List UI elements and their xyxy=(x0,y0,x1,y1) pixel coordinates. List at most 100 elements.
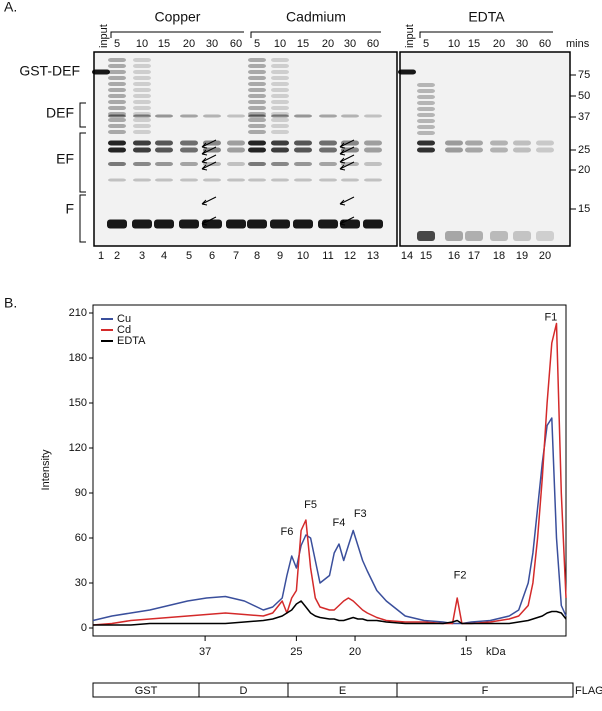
band xyxy=(417,131,435,135)
lane-number: 3 xyxy=(139,250,145,262)
band xyxy=(108,82,126,86)
row-label: DEF xyxy=(46,105,74,121)
band xyxy=(108,94,126,98)
peak-label: F3 xyxy=(354,508,367,520)
band xyxy=(133,76,151,80)
time-label: 60 xyxy=(539,38,551,50)
band xyxy=(227,114,245,118)
band xyxy=(445,231,463,241)
arrow xyxy=(339,139,355,149)
band xyxy=(133,118,151,122)
band xyxy=(248,106,266,110)
band xyxy=(133,147,151,153)
band xyxy=(271,88,289,92)
band xyxy=(108,70,126,74)
band xyxy=(248,76,266,80)
band xyxy=(417,107,435,111)
time-label: 60 xyxy=(367,38,379,50)
band xyxy=(417,140,435,146)
band xyxy=(248,114,266,118)
band xyxy=(319,140,337,146)
band xyxy=(271,94,289,98)
band xyxy=(108,88,126,92)
band xyxy=(248,88,266,92)
time-label: 15 xyxy=(468,38,480,50)
band xyxy=(108,178,126,182)
band xyxy=(155,147,173,153)
lane-number: 9 xyxy=(277,250,283,262)
band xyxy=(248,94,266,98)
band xyxy=(133,140,151,146)
band xyxy=(227,162,245,166)
band xyxy=(319,178,337,182)
group-name: EDTA xyxy=(468,9,505,25)
band xyxy=(364,114,382,118)
time-label: 15 xyxy=(297,38,309,50)
domain-segment xyxy=(396,682,574,698)
band xyxy=(294,178,312,182)
band xyxy=(247,219,267,229)
time-label: 20 xyxy=(322,38,334,50)
band xyxy=(108,76,126,80)
arrow xyxy=(339,196,355,206)
band xyxy=(271,140,289,146)
arrow xyxy=(201,146,217,156)
time-unit: mins xyxy=(566,38,590,50)
band xyxy=(108,64,126,68)
lane-number: 7 xyxy=(233,250,239,262)
band xyxy=(133,130,151,134)
row-label: F xyxy=(65,201,74,217)
y-tick-label: 210 xyxy=(69,307,87,319)
band xyxy=(180,114,198,118)
band xyxy=(319,114,337,118)
time-label: 10 xyxy=(448,38,460,50)
band xyxy=(271,178,289,182)
lane-number: 11 xyxy=(322,250,333,262)
band xyxy=(108,140,126,146)
time-label: 10 xyxy=(136,38,148,50)
band xyxy=(248,70,266,74)
gel-bands xyxy=(92,58,554,241)
group-bracket xyxy=(110,31,244,38)
band xyxy=(271,147,289,153)
y-tick-label: 90 xyxy=(75,487,87,499)
band xyxy=(92,69,110,75)
arrow xyxy=(339,216,355,226)
panel-label: A. xyxy=(4,0,17,15)
time-label: 5 xyxy=(114,38,120,50)
y-axis-label: Intensity xyxy=(40,449,52,490)
band xyxy=(133,178,151,182)
peak-label: F4 xyxy=(333,517,346,529)
band xyxy=(294,162,312,166)
arrow xyxy=(201,161,217,171)
band xyxy=(417,231,435,241)
mw-label: 25 xyxy=(578,144,590,156)
y-tick-label: 30 xyxy=(75,577,87,589)
band xyxy=(180,147,198,153)
band xyxy=(513,231,531,241)
peak-label: F1 xyxy=(544,311,557,323)
time-label: 30 xyxy=(344,38,356,50)
band xyxy=(319,147,337,153)
lane-number: 6 xyxy=(209,250,215,262)
band xyxy=(364,178,382,182)
band xyxy=(318,219,338,229)
time-label: 30 xyxy=(206,38,218,50)
lane-number: 14 xyxy=(401,250,413,262)
y-tick-label: 0 xyxy=(81,622,87,634)
domain-label: D xyxy=(240,685,248,697)
arrow xyxy=(339,146,355,156)
band xyxy=(465,147,483,153)
time-label: 60 xyxy=(230,38,242,50)
time-label: 20 xyxy=(183,38,195,50)
series-line xyxy=(92,417,567,625)
lane-number: 10 xyxy=(297,250,309,262)
band xyxy=(271,82,289,86)
band xyxy=(179,219,199,229)
band xyxy=(133,114,151,118)
arrow xyxy=(339,154,355,164)
band xyxy=(271,64,289,68)
plot-frame xyxy=(92,304,567,637)
band xyxy=(341,114,359,118)
band xyxy=(227,140,245,146)
